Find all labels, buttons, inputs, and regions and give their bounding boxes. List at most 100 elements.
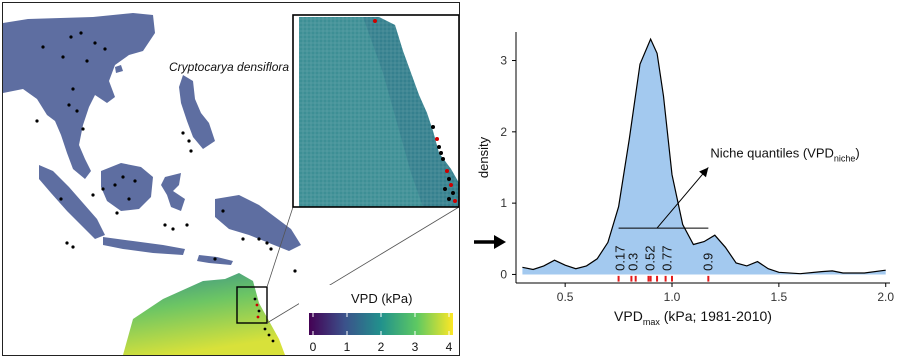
occurrence-point [271, 339, 275, 343]
occurrence-point [93, 41, 97, 45]
land-borneo [101, 163, 153, 211]
occurrence-point [41, 45, 45, 49]
occurrence-point [127, 197, 131, 201]
occurrence-point [447, 197, 451, 201]
occurrence-point-selected [373, 19, 377, 23]
legend-tick-label: 3 [412, 340, 419, 354]
occurrence-point [221, 209, 225, 213]
occurrence-point [431, 125, 435, 129]
annotation-arrow-head [699, 167, 709, 178]
occurrence-point-selected [453, 199, 457, 203]
quantile-label: 0.9 [700, 253, 715, 271]
occurrence-point [451, 191, 455, 195]
y-tick-label: 3 [500, 54, 507, 68]
occurrence-point [437, 145, 441, 149]
occurrence-points [35, 31, 297, 273]
annotation-label: Niche quantiles (VPDniche) [710, 145, 859, 163]
y-tick-label: 1 [500, 196, 507, 210]
occurrence-point [65, 241, 69, 245]
land-java [103, 237, 185, 255]
occurrence-point [113, 183, 117, 187]
occurrence-point-selected [435, 137, 439, 141]
land-sumatra [39, 165, 105, 239]
zoom-box-points [253, 297, 275, 343]
land-sulawesi [161, 173, 185, 211]
occurrence-point [115, 211, 119, 215]
occurrence-point [447, 177, 451, 181]
occurrence-point [59, 197, 63, 201]
occurrence-point [61, 55, 65, 59]
occurrence-point [257, 237, 261, 241]
land-island-north [115, 65, 123, 73]
occurrence-point [133, 179, 137, 183]
annotation-arrow-line [656, 167, 709, 229]
quantile-label: 0.77 [660, 246, 675, 271]
x-tick-label: 1.0 [664, 290, 681, 304]
occurrence-point-selected [449, 183, 453, 187]
occurrence-point-selected [445, 169, 449, 173]
panel-arrow-head [494, 235, 506, 249]
occurrence-point [189, 149, 193, 153]
y-tick-label: 2 [500, 125, 507, 139]
land-mainland-asia [3, 13, 155, 179]
occurrence-point [241, 237, 245, 241]
occurrence-point [267, 333, 271, 337]
occurrence-point [71, 245, 75, 249]
occurrence-point [171, 227, 175, 231]
occurrence-point [121, 175, 125, 179]
occurrence-point [181, 131, 185, 135]
inset-frame [292, 14, 459, 208]
quantile-label: 0.17 [613, 246, 628, 271]
quantile-label: 0.3 [626, 253, 641, 271]
quantile-label: 0.52 [643, 246, 658, 271]
occurrence-point [439, 151, 443, 155]
occurrence-point [185, 223, 189, 227]
vpd-map: Cryptocarya densiflora [3, 13, 459, 355]
density-chart: 0.5 1.0 1.5 2.0 0 1 2 3 density VPDmax (kPa; 1981… [476, 32, 894, 327]
occurrence-point [35, 119, 39, 123]
x-tick-label: 2.0 [877, 290, 894, 304]
legend-tick-label: 1 [344, 340, 351, 354]
occurrence-point [187, 139, 191, 143]
panel-arrow [474, 235, 506, 249]
occurrence-point [265, 241, 269, 245]
legend-tick-label: 0 [310, 340, 317, 354]
occurrence-point [91, 193, 95, 197]
legend-title: VPD (kPa) [351, 291, 412, 306]
occurrence-point [81, 127, 85, 131]
inset-points [373, 19, 457, 203]
occurrence-point [269, 247, 273, 251]
annotation-label-main: Niche quantiles (VPD [710, 145, 834, 160]
occurrence-point [263, 327, 267, 331]
y-axis-label: density [476, 136, 491, 178]
occurrence-point-selected [255, 303, 259, 307]
occurrence-point-selected [256, 315, 260, 319]
zoom-box [236, 286, 268, 324]
occurrence-point [163, 223, 167, 227]
density-curve [522, 37, 886, 275]
x-axis-label-rest: (kPa; 1981-2010) [660, 308, 772, 324]
occurrence-point [101, 187, 105, 191]
occurrence-point [103, 47, 107, 51]
occurrence-point [443, 187, 447, 191]
occurrence-point [75, 109, 79, 113]
x-axis-label-main: VPD [614, 308, 643, 324]
legend-tick-label: 4 [446, 340, 453, 354]
vpd-legend: VPD (kPa) 0 1 2 3 4 [299, 285, 457, 355]
x-axis-label: VPDmax (kPa; 1981-2010) [614, 308, 772, 327]
occurrence-point [79, 31, 83, 35]
occurrence-point [85, 59, 89, 63]
y-tick-label: 0 [500, 267, 507, 281]
legend-colorbar [309, 313, 453, 335]
zoom-connector-top [266, 206, 294, 288]
land-new-guinea [215, 195, 301, 251]
land-philippines [179, 75, 215, 149]
occurrence-point [71, 87, 75, 91]
annotation-label-close: ) [855, 145, 859, 160]
occurrence-point [69, 35, 73, 39]
occurrence-point [293, 269, 297, 273]
land-australia [123, 273, 285, 355]
x-axis-label-sub: max [643, 317, 661, 327]
occurrence-point [257, 309, 261, 313]
occurrence-point [441, 157, 445, 161]
